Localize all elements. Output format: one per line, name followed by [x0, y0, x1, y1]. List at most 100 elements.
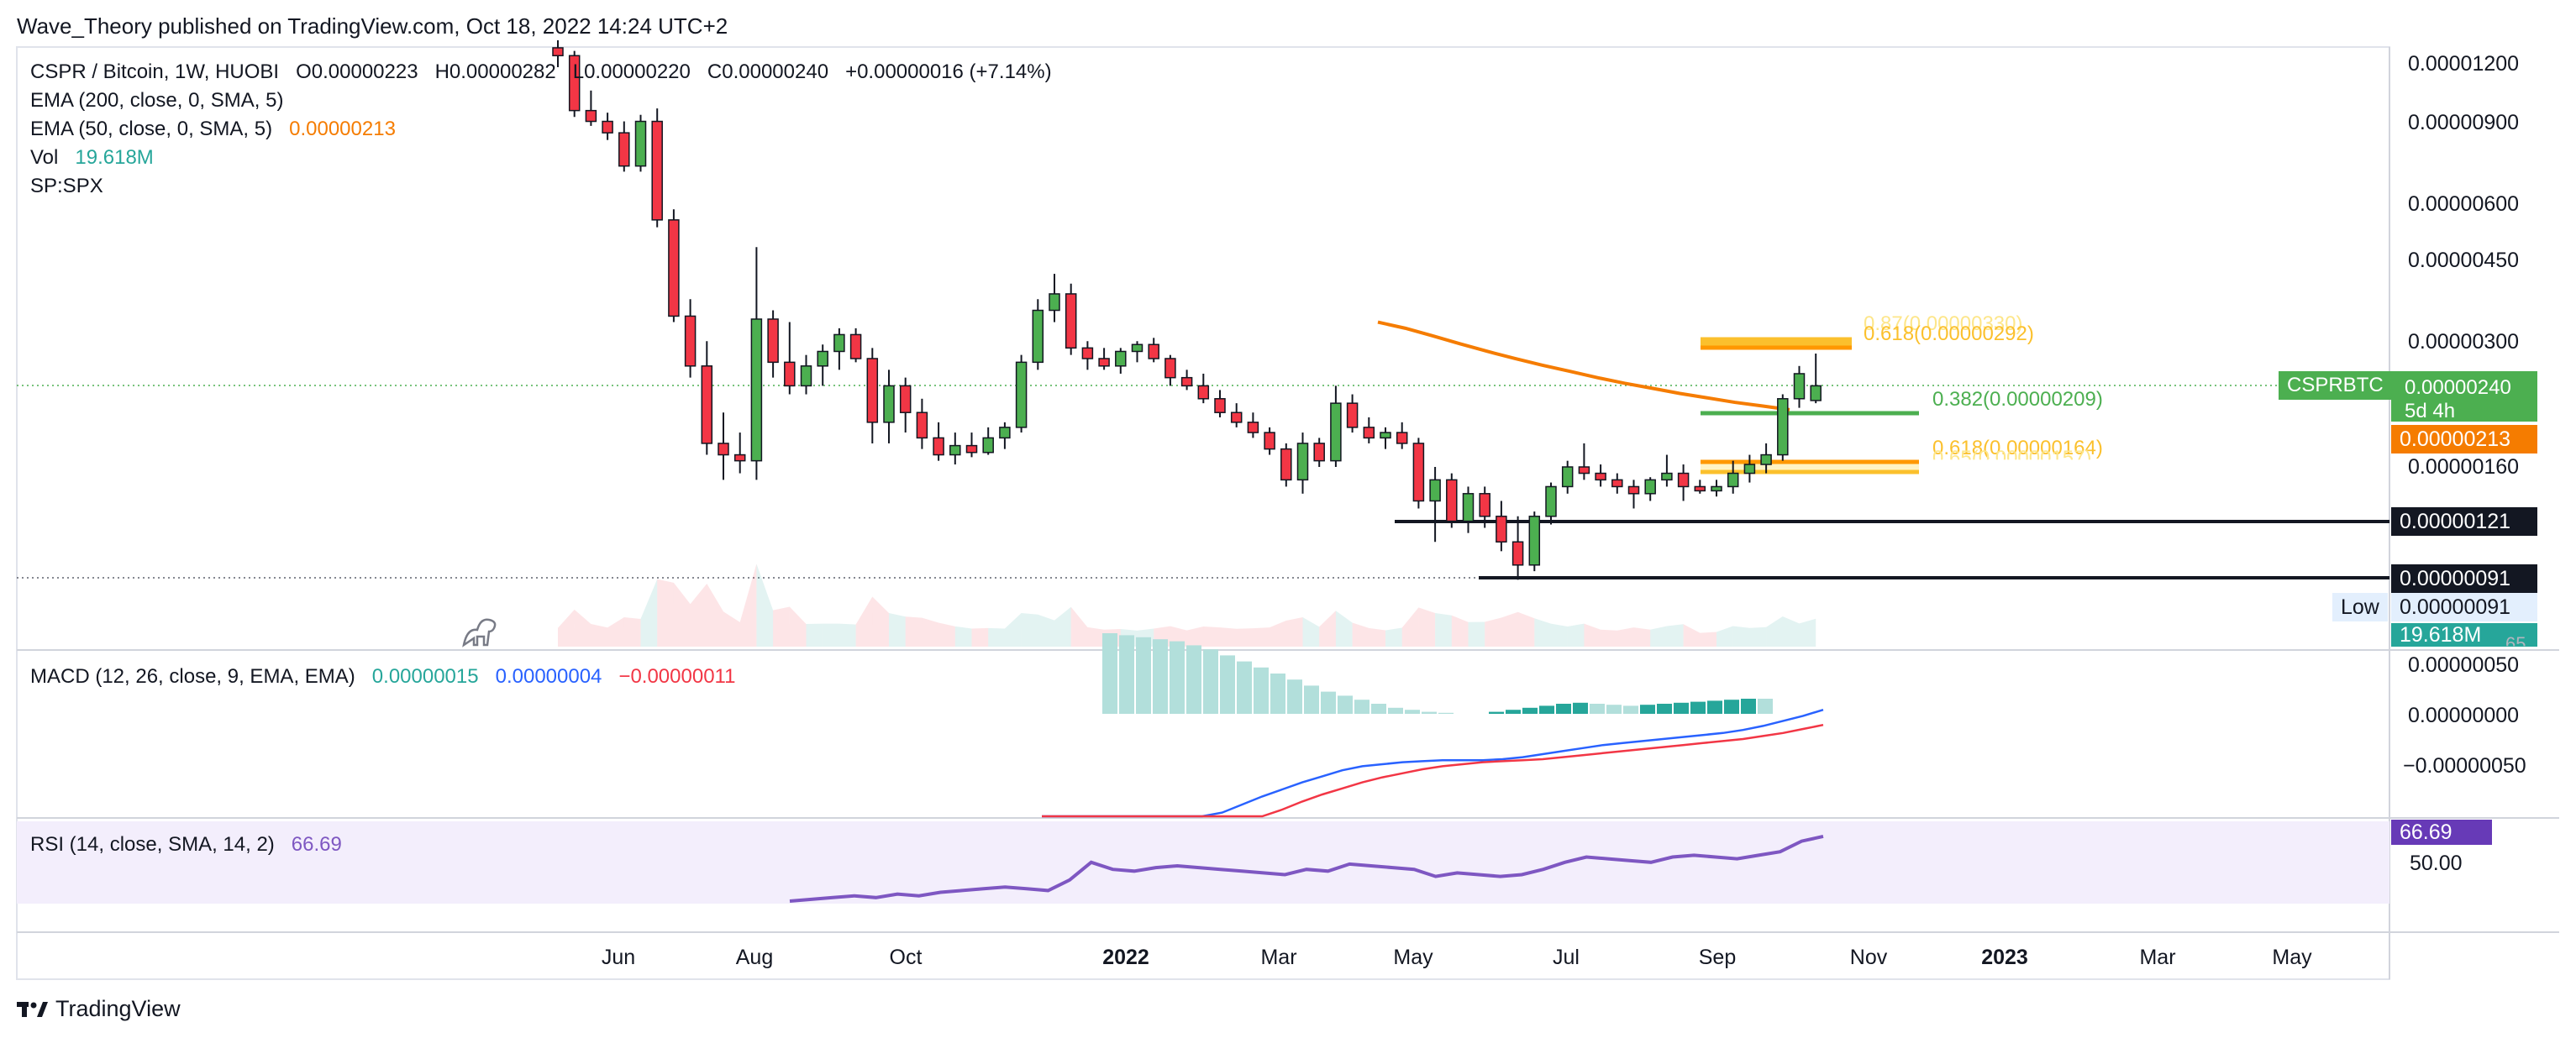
macd-legend[interactable]: MACD (12, 26, close, 9, EMA, EMA) 0.0000… — [30, 667, 735, 687]
volume-segment — [789, 606, 807, 647]
legend-ema50-title: EMA (50, close, 0, SMA, 5) — [30, 118, 273, 140]
volume-segment — [1551, 623, 1568, 647]
volume-segment — [739, 564, 757, 647]
published-line: Wave_Theory published on TradingView.com… — [17, 13, 728, 39]
volume-segment — [1700, 632, 1716, 647]
volume-segment — [988, 627, 1005, 647]
candle-body — [849, 333, 862, 359]
candle-body — [933, 437, 944, 456]
macd-hist-bar — [1707, 700, 1722, 714]
candle-body — [1214, 398, 1226, 413]
candle-body — [1793, 373, 1806, 400]
volume-segment — [1070, 606, 1088, 647]
macd-hist-bar — [1254, 667, 1269, 714]
macd-hist-bar — [1640, 705, 1655, 714]
volume-segment — [1038, 614, 1054, 647]
candle-body — [1049, 293, 1060, 312]
candle-body — [866, 358, 879, 423]
volume-segment — [806, 623, 823, 647]
volume-segment — [1567, 623, 1585, 647]
candle-body — [1595, 472, 1606, 481]
tradingview-logo-icon — [17, 1001, 48, 1017]
macd-hist-bar — [1405, 710, 1420, 714]
legend-ema50[interactable]: EMA (50, close, 0, SMA, 5) 0.00000213 — [30, 119, 396, 139]
candle-body — [718, 443, 729, 456]
macd-hist-bar — [1573, 702, 1588, 714]
candle-body — [1578, 466, 1590, 474]
footer-brand[interactable]: TradingView — [17, 996, 181, 1022]
fib-top-box — [1701, 339, 1852, 348]
legend-low: L0.00000220 — [572, 60, 691, 83]
candle-body — [1131, 343, 1143, 353]
time-label: Sep — [1698, 946, 1737, 969]
candle-body — [1247, 422, 1259, 433]
macd-hist-bar — [1203, 649, 1218, 714]
volume-segment — [1352, 622, 1369, 647]
macd-hist-bar — [1623, 705, 1638, 714]
volume-segment — [1021, 613, 1038, 647]
time-label: Nov — [1849, 946, 1888, 969]
macd-hist-bar — [1539, 705, 1554, 714]
fib-label-mid: 0.382(0.00000209) — [1932, 388, 2103, 411]
macd-title: MACD (12, 26, close, 9, EMA, EMA) — [30, 665, 355, 688]
volume-segment — [574, 609, 591, 647]
volume-segment — [1220, 627, 1237, 647]
macd-hist-bar — [1220, 655, 1235, 714]
footer-brand-text: TradingView — [55, 996, 181, 1021]
fib-label-top: 0.618(0.00000292) — [1864, 322, 2034, 345]
candle-body — [750, 318, 763, 462]
candle-body — [1429, 479, 1441, 502]
volume-segment — [591, 624, 608, 647]
macd-hist-bar — [1438, 712, 1454, 714]
volume-segment — [1285, 617, 1303, 647]
volume-segment — [1369, 627, 1385, 647]
candle-body — [568, 55, 581, 112]
legend-volume[interactable]: Vol 19.618M — [30, 148, 154, 168]
volume-segment — [839, 623, 856, 647]
volume-segment — [905, 616, 923, 647]
legend-spx[interactable]: SP:SPX — [30, 175, 103, 197]
candle-body — [1098, 358, 1110, 367]
macd-hist-bar — [1136, 637, 1151, 714]
candle-body — [701, 365, 713, 444]
candle-body — [1280, 448, 1292, 481]
time-label: Oct — [889, 946, 923, 969]
macd-hist-bar — [1422, 711, 1437, 714]
candle-body — [1727, 472, 1739, 488]
candle-body — [602, 120, 613, 134]
candle-body — [1661, 472, 1673, 481]
candle-body — [1164, 358, 1176, 379]
macd-hist-bar — [1690, 701, 1706, 714]
rsi-legend[interactable]: RSI (14, close, SMA, 14, 2) 66.69 — [30, 835, 342, 855]
legend-open: O0.00000223 — [296, 60, 418, 83]
signal-line — [1042, 723, 1824, 818]
candle-body — [1627, 485, 1640, 495]
rsi-title: RSI (14, close, SMA, 14, 2) — [30, 833, 275, 856]
macd-hist-bar — [1304, 685, 1319, 714]
candle-body — [1810, 385, 1822, 401]
candle-body — [651, 120, 663, 221]
volume-segment — [756, 564, 774, 647]
ema50-price-tag: 0.00000213 — [2391, 425, 2537, 453]
candle-body — [684, 315, 697, 367]
candle-body — [1462, 493, 1475, 522]
macd-hist-bar — [1186, 645, 1201, 714]
volume-segment — [922, 617, 939, 647]
macd-hist-bar — [1119, 635, 1134, 714]
price-tick: 0.00000300 — [2408, 330, 2520, 354]
legend-ema200[interactable]: EMA (200, close, 0, SMA, 5) — [30, 89, 284, 112]
volume-segment — [938, 622, 955, 647]
legend-change: +0.00000016 (+7.14%) — [845, 60, 1052, 83]
candle-body — [949, 444, 961, 456]
price-tick: 0.00000900 — [2408, 111, 2520, 134]
candle-body — [1677, 472, 1690, 488]
macd-hist-bar — [1237, 661, 1252, 714]
macd-hist-bar — [1606, 705, 1622, 714]
rsi-band — [17, 821, 2389, 904]
candle-body — [1363, 427, 1375, 439]
volume-segment — [1617, 627, 1634, 647]
low-value-tag: 0.00000091 — [2391, 593, 2537, 621]
volume-segment — [1401, 607, 1419, 647]
last-price-tag: 0.00000240 5d 4h — [2391, 371, 2537, 422]
